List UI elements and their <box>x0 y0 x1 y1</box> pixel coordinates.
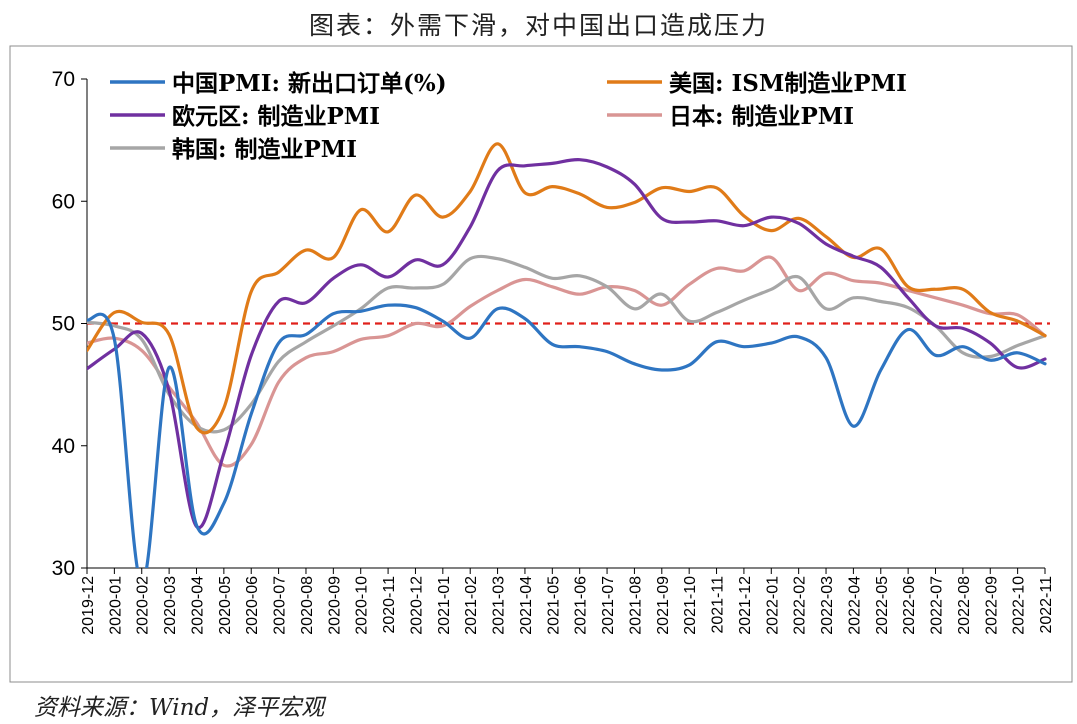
series-line-4 <box>87 254 1047 434</box>
y-tick-label: 50 <box>52 313 75 336</box>
x-tick-label: 2021-01 <box>436 576 453 635</box>
source-note: 资料来源：Wind，泽平宏观 <box>34 695 325 721</box>
x-tick-label: 2021-06 <box>573 576 590 635</box>
x-tick-label: 2022-03 <box>819 576 836 635</box>
legend-label-3: 日本: 制造业PMI <box>669 103 854 130</box>
legend-label-1: 美国: ISM制造业PMI <box>669 70 907 97</box>
x-tick-label: 2020-12 <box>408 576 425 635</box>
x-tick-label: 2020-02 <box>135 576 152 635</box>
x-tick-label: 2020-03 <box>162 576 179 635</box>
x-tick-label: 2020-04 <box>189 576 206 635</box>
x-tick-label: 2021-07 <box>600 576 617 635</box>
legend-label-2: 欧元区: 制造业PMI <box>172 103 380 130</box>
y-tick-label: 60 <box>52 190 75 213</box>
x-tick-label: 2022-05 <box>874 576 891 635</box>
axes: 30 40 50 60 70 2019-12 2020-01 2020-02 2020-03 20… <box>52 68 1055 635</box>
x-tick-label: 2020-06 <box>244 576 261 635</box>
x-tick-label: 2020-07 <box>272 576 289 635</box>
x-tick-label: 2021-05 <box>545 576 562 635</box>
legend-label-4: 韩国: 制造业PMI <box>172 136 357 163</box>
plot-frame <box>9 45 1073 683</box>
x-tick-label: 2020-10 <box>354 576 371 635</box>
x-tick-label: 2020-11 <box>381 576 398 634</box>
x-tick-label: 2022-08 <box>956 576 973 635</box>
x-tick-label: 2021-02 <box>463 576 480 635</box>
series-line-0 <box>87 303 1047 568</box>
x-tick-label: 2022-11 <box>1038 576 1055 634</box>
x-tick-label: 2022-01 <box>764 576 781 635</box>
x-tick-label: 2022-07 <box>929 576 946 635</box>
y-tick-label: 70 <box>52 68 75 91</box>
x-tick-label: 2022-06 <box>901 576 918 635</box>
x-tick-label: 2022-09 <box>983 576 1000 635</box>
x-tick-label: 2019-12 <box>80 576 97 635</box>
x-tick-label: 2020-08 <box>299 576 316 635</box>
x-tick-label: 2021-04 <box>518 576 535 635</box>
y-tick-label: 40 <box>52 435 75 458</box>
series-line-2 <box>87 158 1047 530</box>
legend: 中国PMI: 新出口订单(%) 美国: ISM制造业PMI 欧元区: 制造业PMI 日… <box>110 70 907 163</box>
x-tick-label: 2022-04 <box>846 576 863 635</box>
x-tick-label: 2022-02 <box>792 576 809 635</box>
x-tick-label: 2020-05 <box>217 576 234 635</box>
x-tick-label: 2020-01 <box>107 576 124 635</box>
series-line-3 <box>87 255 1047 468</box>
x-tick-label: 2021-10 <box>682 576 699 635</box>
chart-title: 图表：外需下滑，对中国出口造成压力 <box>308 11 768 40</box>
x-tick-label: 2020-09 <box>326 576 343 635</box>
x-tick-label: 2021-11 <box>710 576 727 634</box>
y-tick-label: 30 <box>52 557 75 580</box>
x-tick-label: 2022-10 <box>1011 576 1028 635</box>
legend-label-0: 中国PMI: 新出口订单(%) <box>172 70 447 97</box>
x-tick-label: 2021-08 <box>627 576 644 635</box>
x-tick-label: 2021-03 <box>491 576 508 635</box>
series-line-1 <box>87 142 1047 435</box>
series-lines <box>87 142 1047 568</box>
x-tick-label: 2021-09 <box>655 576 672 635</box>
x-tick-label: 2021-12 <box>737 576 754 635</box>
